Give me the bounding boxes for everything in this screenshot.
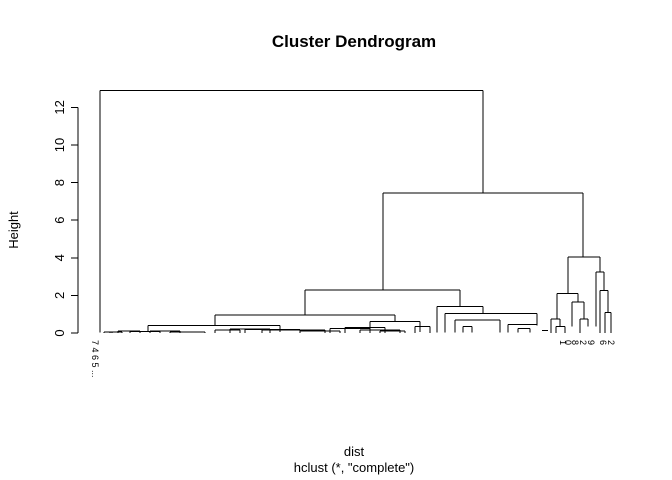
- leaf-label: 6: [598, 340, 608, 345]
- y-axis: 0 2 4 6 8 10 12: [52, 100, 79, 337]
- y-tick-label: 2: [52, 292, 67, 299]
- leaf-label: 2: [578, 340, 588, 345]
- leaf-label: 7 4 6 5 ...: [90, 340, 100, 378]
- y-tick-label: 8: [52, 179, 67, 186]
- leaf-label: 9: [586, 340, 596, 345]
- y-tick-label: 0: [52, 329, 67, 336]
- y-tick-label: 6: [52, 217, 67, 224]
- leaf-label: 8: [570, 340, 580, 345]
- leaf-label: 1: [558, 340, 568, 345]
- leaf-label: 0: [563, 340, 573, 345]
- y-axis-label: Height: [6, 211, 21, 249]
- y-tick-label: 12: [52, 100, 67, 114]
- y-tick-label: 10: [52, 138, 67, 152]
- x-axis-label: dist: [344, 444, 365, 459]
- chart-subtitle: hclust (*, "complete"): [294, 460, 415, 475]
- y-tick-label: 4: [52, 254, 67, 261]
- leaf-label: 2: [606, 340, 616, 345]
- chart-title: Cluster Dendrogram: [272, 32, 436, 51]
- dendrogram-tree: [99, 89, 612, 333]
